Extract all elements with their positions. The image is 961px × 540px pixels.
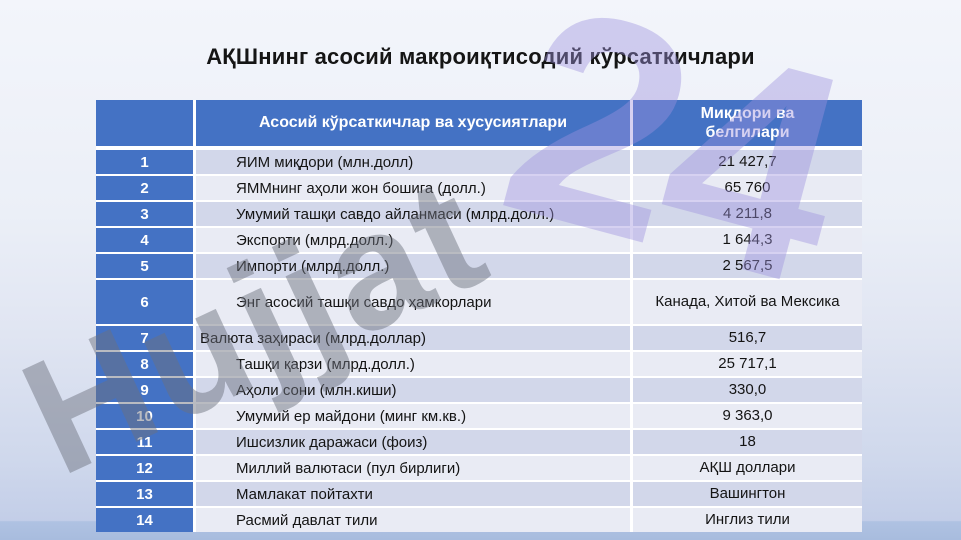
- indicator-cell: Мамлакат пойтахти: [196, 482, 630, 506]
- indicator-cell: Экспорти (млрд.долл.): [196, 228, 630, 252]
- row-number-cell: 5: [96, 254, 193, 278]
- table-row: 10 Умумий ер майдони (минг км.кв.) 9 363…: [96, 404, 862, 428]
- row-number-cell: 11: [96, 430, 193, 454]
- row-number-cell: 9: [96, 378, 193, 402]
- indicator-cell: Ташқи қарзи (млрд.долл.): [196, 352, 630, 376]
- table-row: 1 ЯИМ миқдори (млн.долл) 21 427,7: [96, 150, 862, 174]
- row-number-cell: 13: [96, 482, 193, 506]
- value-cell: Канада, Хитой ва Мексика: [633, 280, 862, 324]
- header-indicator-cell: Асосий кўрсаткичлар ва хусусиятлари: [196, 100, 630, 146]
- row-number-cell: 8: [96, 352, 193, 376]
- value-cell: 2 567,5: [633, 254, 862, 278]
- table-row: 6 Энг асосий ташқи савдо ҳамкорлари Кана…: [96, 280, 862, 324]
- indicator-cell: Миллий валютаси (пул бирлиги): [196, 456, 630, 480]
- header-indicator-label: Асосий кўрсаткичлар ва хусусиятлари: [258, 114, 568, 132]
- value-cell: 9 363,0: [633, 404, 862, 428]
- row-number-cell: 2: [96, 176, 193, 200]
- row-number-cell: 1: [96, 150, 193, 174]
- value-cell: 65 760: [633, 176, 862, 200]
- value-cell: 1 644,3: [633, 228, 862, 252]
- slide-title: АҚШнинг асосий макроиқтисодий кўрсаткичл…: [206, 44, 755, 69]
- table-row: 8 Ташқи қарзи (млрд.долл.) 25 717,1: [96, 352, 862, 376]
- indicator-cell: Расмий давлат тили: [196, 508, 630, 532]
- indicator-cell: Энг асосий ташқи савдо ҳамкорлари: [196, 280, 630, 324]
- indicator-cell: Умумий ер майдони (минг км.кв.): [196, 404, 630, 428]
- row-number-cell: 12: [96, 456, 193, 480]
- row-number-cell: 10: [96, 404, 193, 428]
- value-cell: 18: [633, 430, 862, 454]
- header-value-label: Миқдори ва белгилари: [700, 104, 795, 141]
- table-row: 12 Миллий валютаси (пул бирлиги) АҚШ дол…: [96, 456, 862, 480]
- indicator-cell: Импорти (млрд.долл.): [196, 254, 630, 278]
- table-row: 7 Валюта заҳираси (млрд.доллар) 516,7: [96, 326, 862, 350]
- table-row: 4 Экспорти (млрд.долл.) 1 644,3: [96, 228, 862, 252]
- value-cell: 4 211,8: [633, 202, 862, 226]
- value-cell: Вашингтон: [633, 482, 862, 506]
- row-number-cell: 14: [96, 508, 193, 532]
- table-row: 2 ЯММнинг аҳоли жон бошига (долл.) 65 76…: [96, 176, 862, 200]
- table-header-row: Асосий кўрсаткичлар ва хусусиятлари Миқд…: [96, 100, 862, 146]
- row-number-cell: 6: [96, 280, 193, 324]
- indicator-cell: Валюта заҳираси (млрд.доллар): [196, 326, 630, 350]
- table-row: 11 Ишсизлик даражаси (фоиз) 18: [96, 430, 862, 454]
- indicator-cell: Умумий ташқи савдо айланмаси (млрд.долл.…: [196, 202, 630, 226]
- table-row: 3 Умумий ташқи савдо айланмаси (млрд.дол…: [96, 202, 862, 226]
- row-number-cell: 3: [96, 202, 193, 226]
- value-cell: 330,0: [633, 378, 862, 402]
- table-row: 9 Аҳоли сони (млн.киши) 330,0: [96, 378, 862, 402]
- table-row: 14 Расмий давлат тили Инглиз тили: [96, 508, 862, 532]
- value-cell: АҚШ доллари: [633, 456, 862, 480]
- value-cell: 21 427,7: [633, 150, 862, 174]
- value-cell: 516,7: [633, 326, 862, 350]
- indicator-cell: Ишсизлик даражаси (фоиз): [196, 430, 630, 454]
- table-row: 5 Импорти (млрд.долл.) 2 567,5: [96, 254, 862, 278]
- indicators-table: Асосий кўрсаткичлар ва хусусиятлари Миқд…: [96, 100, 862, 532]
- header-value-cell: Миқдори ва белгилари: [633, 100, 862, 146]
- value-cell: 25 717,1: [633, 352, 862, 376]
- value-cell: Инглиз тили: [633, 508, 862, 532]
- indicator-cell: Аҳоли сони (млн.киши): [196, 378, 630, 402]
- table-row: 13 Мамлакат пойтахти Вашингтон: [96, 482, 862, 506]
- indicator-cell: ЯИМ миқдори (млн.долл): [196, 150, 630, 174]
- row-number-cell: 7: [96, 326, 193, 350]
- row-number-cell: 4: [96, 228, 193, 252]
- indicator-cell: ЯММнинг аҳоли жон бошига (долл.): [196, 176, 630, 200]
- header-empty-cell: [96, 100, 193, 146]
